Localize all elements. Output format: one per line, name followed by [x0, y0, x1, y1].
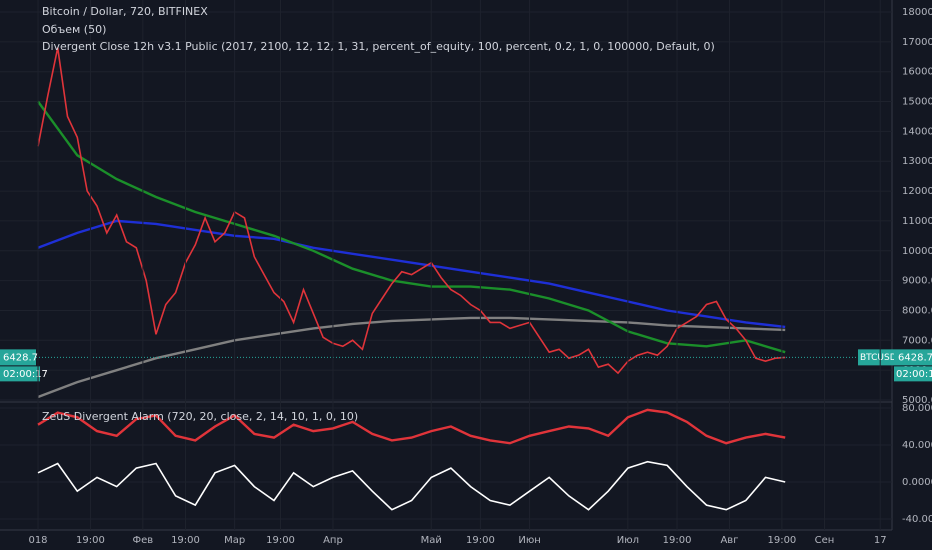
- x-tick-label: 19:00: [266, 535, 295, 546]
- strategy-label: Divergent Close 12h v3.1 Public (2017, 2…: [42, 40, 715, 53]
- y-tick-label: -40.0000: [902, 514, 932, 525]
- timer-tag-left: [0, 366, 40, 382]
- last-price-right: 6428.7: [898, 352, 932, 363]
- main-title: Bitcoin / Dollar, 720, BITFINEX: [42, 5, 208, 18]
- x-tick-label: Авг: [720, 535, 738, 546]
- series-line: [37, 47, 786, 375]
- y-tick-label: 10000.0: [902, 246, 932, 257]
- series-line: [37, 408, 786, 445]
- y-tick-label: 17000.0: [902, 37, 932, 48]
- series-line: [37, 219, 786, 329]
- x-tick-label: Фев: [133, 535, 154, 546]
- volume-label: Объем (50): [42, 23, 106, 36]
- y-tick-label: 13000.0: [902, 156, 932, 167]
- y-tick-label: 11000.0: [902, 216, 932, 227]
- y-tick-label: 8000.0: [902, 305, 932, 316]
- y-tick-label: 5000.0: [902, 395, 932, 406]
- timer-left: 02:00:17: [3, 369, 48, 380]
- x-tick-label: Май: [421, 535, 442, 546]
- series-line: [37, 316, 786, 399]
- x-tick-label: Мар: [224, 535, 245, 546]
- symbol-label: BTCUSD: [860, 353, 897, 363]
- x-tick-label: Июн: [518, 535, 540, 546]
- x-tick-label: 17: [874, 535, 887, 546]
- timer-right: 02:00:17: [896, 369, 932, 380]
- x-tick-label: 19:00: [76, 535, 105, 546]
- y-tick-label: 80.0000: [902, 403, 932, 414]
- series-line: [37, 100, 786, 354]
- last-price-tag-left: [0, 349, 36, 366]
- y-tick-label: 18000.0: [902, 7, 932, 18]
- x-tick-label: Июл: [617, 535, 639, 546]
- oscillator-title: ZeuS Divergent Alarm (720, 20, close, 2,…: [42, 410, 358, 423]
- x-tick-label: 018: [28, 535, 47, 546]
- last-price-left: 6428.7: [3, 352, 38, 363]
- y-tick-label: 16000.0: [902, 67, 932, 78]
- x-tick-label: Апр: [323, 535, 343, 546]
- y-tick-label: 0.0000: [902, 477, 932, 488]
- symbol-tag: [858, 349, 894, 366]
- last-price-tag-right: [894, 349, 932, 366]
- y-tick-label: 40.0000: [902, 440, 932, 451]
- y-tick-label: 12000.0: [902, 186, 932, 197]
- y-tick-label: 9000.0: [902, 276, 932, 287]
- series-line: [37, 460, 786, 511]
- timer-tag-right: [894, 366, 932, 382]
- x-tick-label: 19:00: [171, 535, 200, 546]
- x-tick-label: 19:00: [663, 535, 692, 546]
- y-tick-label: 7000.0: [902, 335, 932, 346]
- y-tick-label: 15000.0: [902, 97, 932, 108]
- y-tick-label: 14000.0: [902, 126, 932, 137]
- x-tick-label: 19:00: [767, 535, 796, 546]
- x-tick-label: Сен: [815, 535, 835, 546]
- x-tick-label: 19:00: [466, 535, 495, 546]
